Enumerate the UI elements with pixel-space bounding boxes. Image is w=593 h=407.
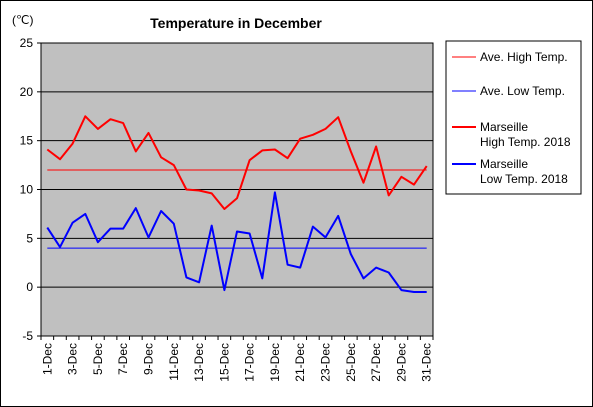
y-unit-label: (℃): [12, 13, 33, 27]
y-tick-label: 20: [20, 85, 34, 99]
x-tick-label: 15-Dec: [217, 343, 231, 382]
grid-lines: [41, 91, 433, 288]
series-line-3: [46, 191, 427, 293]
legend-label: Ave. Low Temp.: [480, 84, 565, 98]
series-line-2: [46, 115, 428, 210]
y-tick-label: 10: [20, 183, 34, 197]
legend-label: Marseille: [480, 120, 528, 134]
x-tick-label: 3-Dec: [66, 343, 80, 375]
x-tick-label: 31-Dec: [420, 343, 434, 382]
legend-box: [445, 40, 582, 195]
y-tick-label: 25: [20, 36, 34, 50]
y-tick-label: 15: [20, 134, 34, 148]
x-tick-label: 11-Dec: [167, 343, 181, 381]
x-tick-label: 23-Dec: [319, 343, 333, 382]
legend: Ave. High Temp.Ave. Low Temp.MarseilleHi…: [452, 50, 571, 186]
y-axis-ticks: -5 0 5 10 15 20 25: [20, 36, 41, 343]
x-tick-label: 13-Dec: [192, 343, 206, 382]
legend-label: Low Temp. 2018: [480, 172, 568, 186]
x-tick-label: 17-Dec: [243, 343, 257, 382]
x-tick-label: 7-Dec: [116, 343, 130, 375]
x-tick-label: 1-Dec: [40, 343, 54, 375]
legend-label: High Temp. 2018: [480, 135, 571, 149]
x-axis-ticks: 1-Dec 3-Dec 5-Dec 7-Dec 9-Dec 11-Dec 13-Dec 15-…: [40, 336, 434, 382]
y-tick-label: 0: [26, 280, 33, 294]
x-tick-label: 27-Dec: [369, 343, 383, 382]
series-lines: [46, 115, 428, 293]
x-tick-label: 29-Dec: [394, 343, 408, 382]
x-tick-label: 25-Dec: [344, 343, 358, 382]
legend-label: Marseille: [480, 157, 528, 171]
x-tick-label: 21-Dec: [293, 343, 307, 382]
x-tick-label: 5-Dec: [91, 343, 105, 375]
y-tick-label: 5: [26, 231, 33, 245]
y-tick-label: -5: [22, 329, 33, 343]
x-tick-label: 9-Dec: [141, 343, 155, 375]
chart-title: Temperature in December: [150, 15, 322, 31]
legend-label: Ave. High Temp.: [480, 50, 568, 64]
x-tick-label: 19-Dec: [268, 343, 282, 382]
